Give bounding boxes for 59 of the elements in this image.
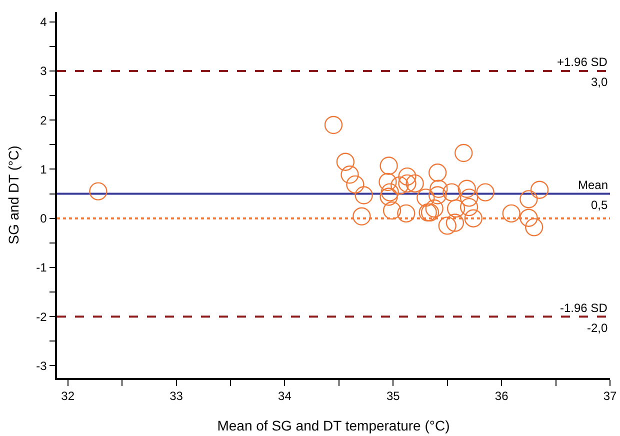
x-tick-label: 37 — [603, 389, 617, 404]
point — [378, 172, 397, 192]
point — [458, 180, 476, 198]
point — [430, 180, 448, 198]
y-tick-label: 2 — [40, 113, 48, 128]
point — [324, 116, 343, 134]
x-tick-label: 36 — [494, 389, 509, 404]
point — [398, 174, 416, 193]
annotation: 0,5 — [591, 198, 608, 212]
y-tick-label: -1 — [36, 260, 48, 275]
x-axis-title: Mean of SG and DT temperature (°C) — [217, 418, 450, 434]
ref-line-label: Mean — [578, 178, 608, 192]
y-tick-label: 0 — [40, 212, 48, 226]
y-tick-label: 3 — [40, 64, 48, 78]
point — [454, 144, 473, 162]
point — [428, 164, 447, 182]
point — [446, 199, 466, 218]
point — [530, 180, 549, 199]
point — [438, 216, 456, 235]
ref-line-label: -1.96 SD — [560, 301, 608, 315]
point — [354, 186, 373, 204]
point — [340, 166, 359, 184]
point — [89, 182, 108, 200]
y-axis-title: SG and DT (°C) — [6, 146, 22, 244]
point — [428, 186, 447, 204]
y-tick-label: 1 — [40, 162, 48, 176]
y-tick-label: -2 — [36, 310, 48, 324]
x-tick-label: 34 — [278, 389, 292, 404]
x-tick-label: 35 — [386, 389, 400, 404]
x-tick-label: 33 — [170, 389, 184, 404]
y-tick-label: -3 — [36, 358, 48, 373]
annotation: -2,0 — [587, 321, 608, 335]
point — [397, 204, 416, 223]
ref-line-label: +1.96 SD — [557, 55, 608, 69]
point — [425, 199, 444, 218]
point — [382, 201, 402, 220]
point — [464, 209, 482, 228]
point — [380, 188, 398, 206]
point — [390, 176, 409, 195]
point — [442, 183, 461, 202]
point — [346, 175, 364, 194]
y-tick-label: 4 — [40, 15, 48, 30]
point — [336, 152, 355, 171]
point — [352, 207, 371, 226]
annotation: 3,0 — [591, 75, 608, 89]
x-tick-label: 32 — [61, 389, 75, 404]
point — [502, 204, 520, 223]
point — [406, 174, 424, 193]
point — [380, 156, 398, 175]
point — [416, 188, 435, 207]
point — [520, 208, 538, 227]
point — [520, 190, 538, 208]
point — [525, 218, 544, 236]
point — [380, 183, 399, 202]
point — [460, 188, 478, 207]
point — [398, 167, 416, 186]
point — [476, 183, 494, 202]
point — [460, 198, 478, 216]
point — [446, 214, 464, 232]
